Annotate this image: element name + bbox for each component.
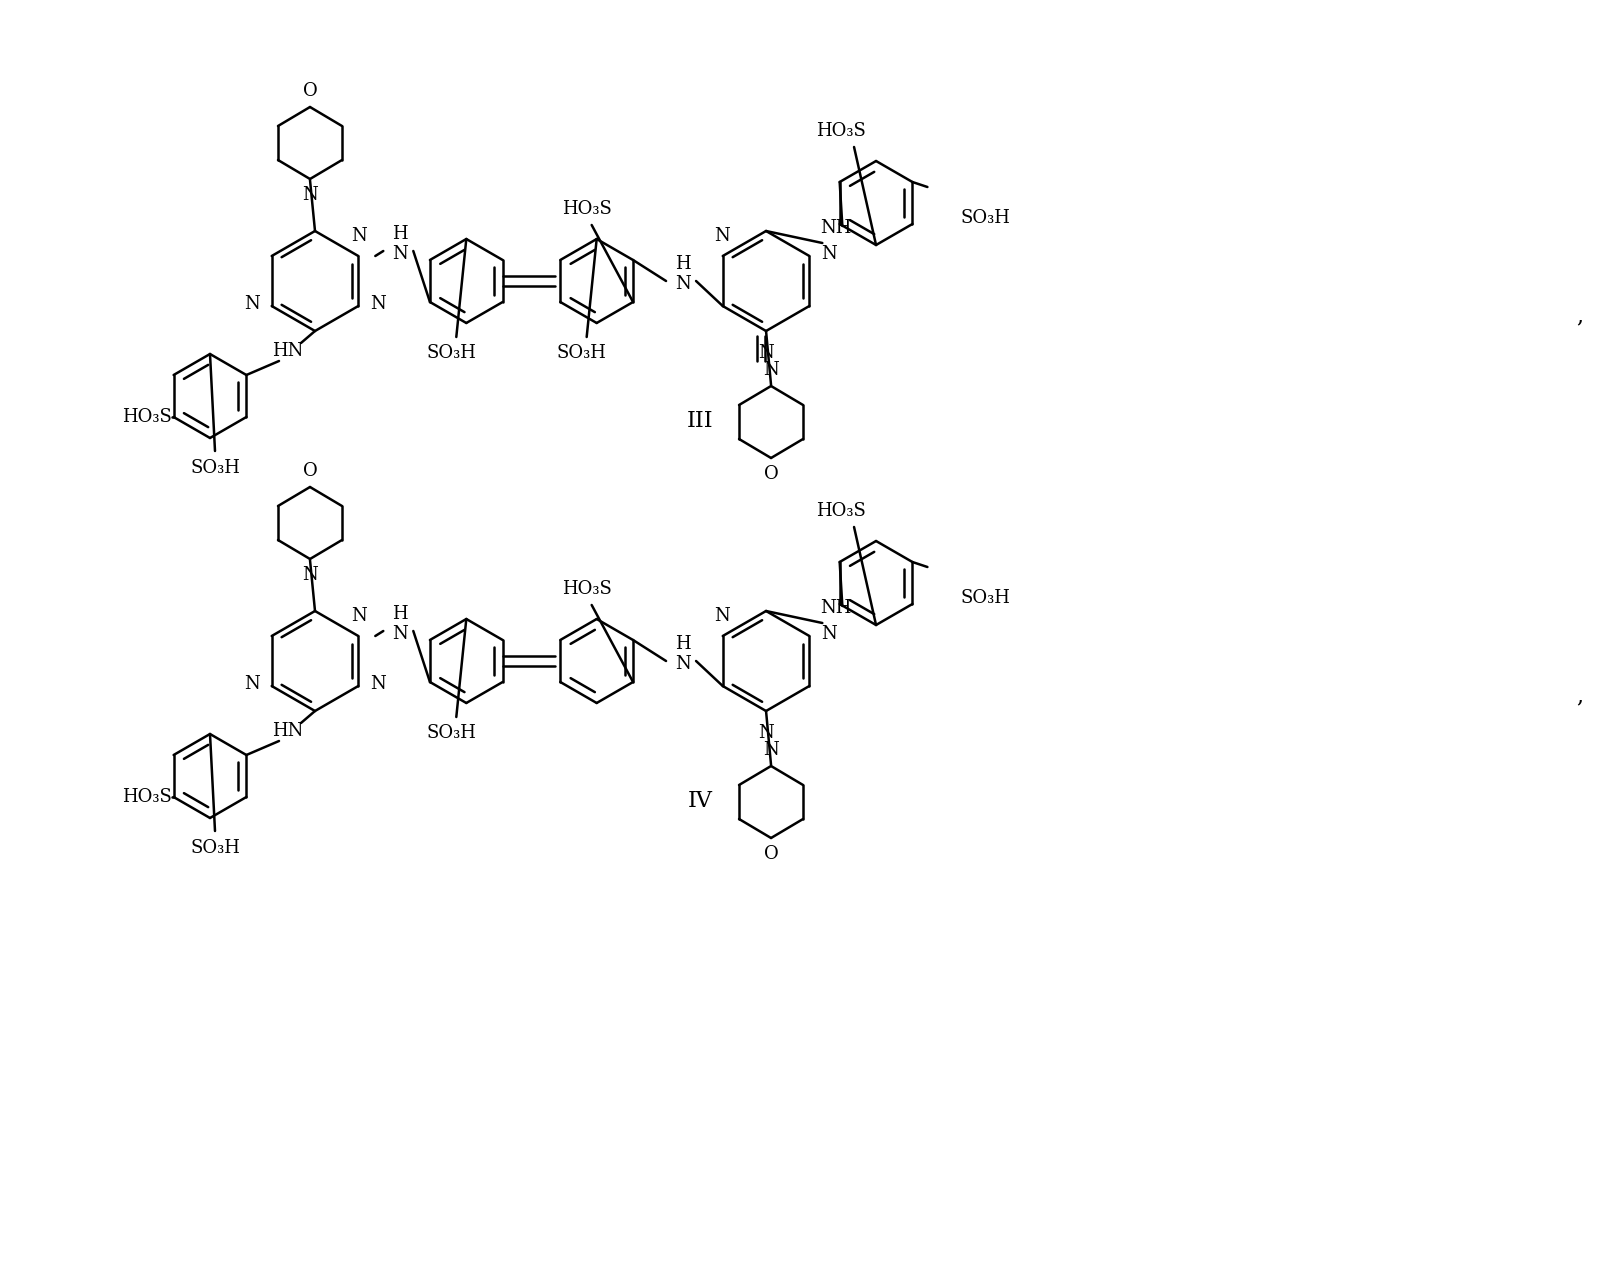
Text: O: O <box>303 82 318 100</box>
Text: H: H <box>392 225 408 243</box>
Text: N: N <box>676 655 690 673</box>
Text: SO₃H: SO₃H <box>961 589 1011 607</box>
Text: IV: IV <box>687 790 713 811</box>
Text: O: O <box>763 845 779 863</box>
Text: N: N <box>763 741 779 759</box>
Text: N: N <box>301 566 318 584</box>
Text: SO₃H: SO₃H <box>557 343 606 361</box>
Text: HN: HN <box>272 342 303 360</box>
Text: SO₃H: SO₃H <box>426 724 476 742</box>
Text: N: N <box>352 228 368 246</box>
Text: NH: NH <box>820 599 850 617</box>
Text: SO₃H: SO₃H <box>426 343 476 361</box>
Text: SO₃H: SO₃H <box>190 838 240 856</box>
Text: N: N <box>758 343 774 361</box>
Text: HO₃S: HO₃S <box>122 408 172 426</box>
Text: H: H <box>676 635 690 653</box>
Text: N: N <box>821 246 838 264</box>
Text: N: N <box>676 275 690 293</box>
Text: SO₃H: SO₃H <box>190 459 240 477</box>
Text: ,: , <box>1576 685 1584 707</box>
Text: N: N <box>245 294 259 312</box>
Text: N: N <box>371 294 386 312</box>
Text: N: N <box>714 607 729 625</box>
Text: N: N <box>371 675 386 693</box>
Text: N: N <box>758 724 774 742</box>
Text: HO₃S: HO₃S <box>562 201 612 219</box>
Text: N: N <box>352 607 368 625</box>
Text: N: N <box>714 228 729 246</box>
Text: N: N <box>392 625 408 643</box>
Text: N: N <box>821 625 838 643</box>
Text: HN: HN <box>272 721 303 739</box>
Text: O: O <box>303 462 318 480</box>
Text: HO₃S: HO₃S <box>816 502 867 520</box>
Text: O: O <box>763 466 779 484</box>
Text: HO₃S: HO₃S <box>562 580 612 598</box>
Text: N: N <box>301 186 318 204</box>
Text: HO₃S: HO₃S <box>122 788 172 806</box>
Text: N: N <box>392 246 408 264</box>
Text: III: III <box>687 410 713 432</box>
Text: SO₃H: SO₃H <box>961 210 1011 228</box>
Text: H: H <box>392 604 408 622</box>
Text: ,: , <box>1576 305 1584 327</box>
Text: N: N <box>763 361 779 379</box>
Text: HO₃S: HO₃S <box>816 122 867 140</box>
Text: NH: NH <box>820 219 850 237</box>
Text: N: N <box>245 675 259 693</box>
Text: H: H <box>676 255 690 273</box>
